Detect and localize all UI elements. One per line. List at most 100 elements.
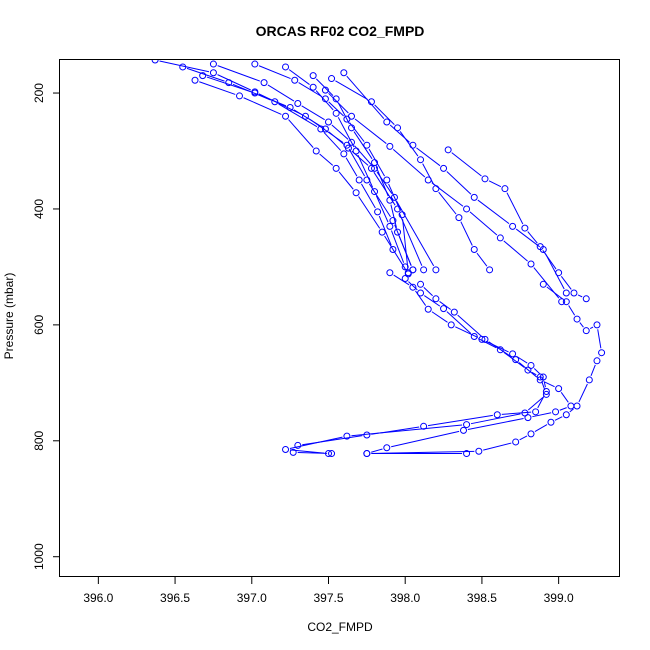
series-line-segment — [503, 352, 525, 368]
data-point — [260, 79, 268, 87]
data-point — [470, 246, 478, 254]
data-point — [573, 315, 581, 323]
data-point — [455, 214, 463, 222]
series-line-segment — [579, 322, 584, 328]
series-line-segment — [422, 163, 435, 185]
data-point — [552, 408, 560, 416]
data-point — [309, 72, 317, 80]
series-line-segment — [427, 414, 493, 427]
series-line-segment — [371, 450, 475, 454]
data-point — [521, 224, 529, 232]
series-line-segment — [527, 396, 544, 411]
series-line-segment — [159, 60, 210, 73]
series-line-segment — [423, 287, 433, 297]
data-point — [389, 246, 397, 254]
data-point — [363, 176, 371, 184]
data-point — [294, 99, 302, 107]
series-line-segment — [335, 80, 368, 100]
series-line-segment — [217, 74, 251, 91]
data-point — [383, 444, 391, 452]
y-tick-label: 400 — [32, 199, 46, 219]
data-point — [562, 411, 570, 419]
chart-title: ORCAS RF02 CO2_FMPD — [256, 23, 425, 39]
series-line-segment — [351, 424, 463, 437]
data-point — [562, 298, 570, 306]
plot-frame — [59, 59, 620, 577]
x-tick-label: 398.5 — [467, 591, 497, 605]
data-point — [470, 332, 478, 340]
data-point — [371, 188, 379, 196]
data-point — [524, 366, 532, 374]
data-point — [496, 234, 504, 242]
series-line-segment — [349, 122, 365, 142]
series-line-segment — [568, 305, 576, 316]
data-point — [409, 283, 417, 291]
data-point — [209, 69, 217, 77]
series-line-segment — [323, 131, 342, 151]
data-point — [562, 289, 570, 297]
data-point — [512, 438, 520, 446]
data-point — [409, 266, 417, 274]
series-line-segment — [451, 152, 482, 177]
data-point — [447, 321, 455, 329]
series-line-segment — [469, 211, 498, 236]
data-point — [547, 418, 555, 426]
series-4 — [199, 72, 428, 274]
data-point — [343, 432, 351, 440]
series-line-segment — [398, 236, 412, 266]
data-point — [332, 109, 340, 117]
data-point — [348, 112, 356, 120]
series-line-segment — [388, 183, 401, 211]
series-line-segment — [346, 75, 385, 119]
data-point — [401, 275, 409, 283]
data-point — [225, 79, 233, 87]
series-line-segment — [559, 407, 567, 411]
data-point — [420, 266, 428, 274]
data-point — [582, 327, 590, 335]
series-line-segment — [542, 250, 557, 270]
data-point — [432, 295, 440, 303]
series-line-segment — [544, 253, 565, 290]
data-point — [463, 450, 471, 458]
data-point — [481, 175, 489, 183]
data-point — [328, 75, 336, 83]
data-point — [432, 266, 440, 274]
data-point — [401, 263, 409, 271]
data-point — [179, 63, 187, 71]
series-line-segment — [515, 228, 540, 248]
series-line-segment — [353, 131, 373, 160]
data-point — [348, 138, 356, 146]
data-point — [598, 349, 606, 357]
series-line-segment — [337, 102, 350, 125]
x-tick-label: 396.5 — [160, 591, 190, 605]
data-point — [542, 390, 550, 398]
data-point — [496, 346, 504, 354]
data-point — [363, 431, 371, 439]
data-point — [209, 60, 217, 68]
series-line-segment — [431, 311, 448, 323]
series-line-segment — [319, 153, 334, 166]
series-line-segment — [278, 103, 318, 128]
data-point — [324, 450, 332, 458]
series-line-segment — [457, 314, 482, 337]
data-point — [199, 72, 207, 80]
data-point — [328, 450, 336, 458]
series-line-segment — [455, 326, 479, 338]
series-line-segment — [483, 442, 512, 451]
series-line-segment — [589, 326, 594, 329]
series-line-segment — [258, 94, 287, 107]
series-line-segment — [518, 362, 538, 378]
series-1 — [151, 60, 417, 274]
series-line-segment — [460, 221, 473, 246]
data-point — [527, 430, 535, 438]
x-tick-label: 396.0 — [83, 591, 113, 605]
data-point — [460, 426, 468, 434]
series-12 — [444, 146, 590, 303]
series-line-segment — [267, 84, 295, 102]
series-line-segment — [393, 274, 410, 286]
series-line-segment — [243, 97, 282, 115]
series-7 — [282, 63, 409, 271]
series-line-segment — [501, 411, 532, 415]
data-point — [383, 118, 391, 126]
data-point — [286, 104, 294, 112]
